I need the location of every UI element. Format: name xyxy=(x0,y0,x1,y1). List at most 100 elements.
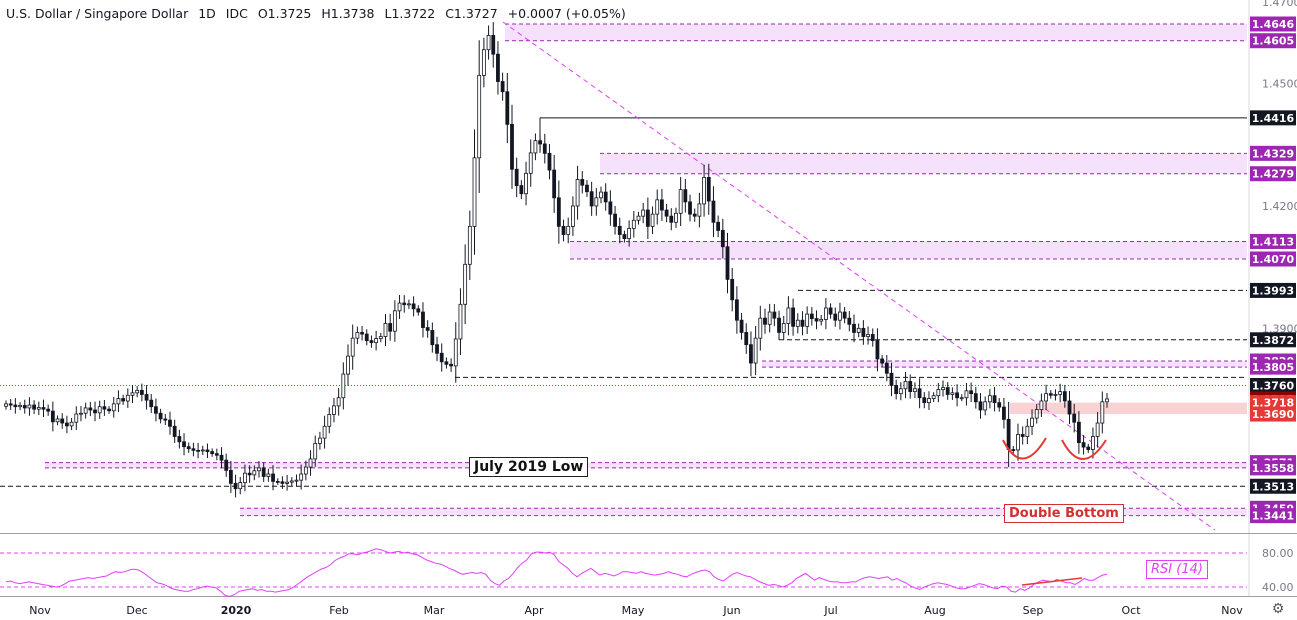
candle-body xyxy=(449,363,453,367)
rsi-indicator-label[interactable]: RSI (14) xyxy=(1146,560,1208,579)
candle-body xyxy=(753,337,758,364)
candle-body xyxy=(964,390,969,399)
candle xyxy=(60,413,65,429)
candle-body xyxy=(547,152,552,171)
candle xyxy=(299,464,304,490)
candle-body xyxy=(364,333,369,342)
candle-body xyxy=(444,361,449,365)
candle xyxy=(247,465,252,483)
candle-body xyxy=(430,330,435,346)
candle-body xyxy=(299,473,304,481)
candle xyxy=(50,401,55,432)
price-label-box xyxy=(1250,233,1296,249)
time-tick-label: Jun xyxy=(722,604,740,617)
time-tick-label: Dec xyxy=(126,604,147,617)
candle xyxy=(36,401,41,416)
candle xyxy=(786,296,791,336)
candle xyxy=(641,203,646,224)
candle xyxy=(542,133,547,164)
candle xyxy=(894,379,899,400)
candle xyxy=(716,215,721,238)
candle-body xyxy=(1025,425,1030,437)
candle xyxy=(46,404,51,416)
price-label-text: 1.4113 xyxy=(1252,235,1294,248)
candle xyxy=(819,314,824,326)
candle xyxy=(392,300,397,342)
candle-body xyxy=(622,234,627,240)
interval-label[interactable]: 1D xyxy=(198,6,216,21)
candle-body xyxy=(93,409,97,414)
candle xyxy=(575,165,580,220)
price-label-text: 1.3872 xyxy=(1252,334,1294,347)
candle-body xyxy=(55,418,60,423)
price-label-text: 1.4329 xyxy=(1252,147,1294,160)
candle xyxy=(936,383,941,403)
candle-body xyxy=(196,449,200,452)
candle-body xyxy=(332,405,336,415)
candle xyxy=(88,401,93,417)
candle xyxy=(688,194,692,222)
price-tick-label: 1.3900 xyxy=(1262,322,1297,335)
candle xyxy=(322,415,327,449)
candle xyxy=(772,304,777,327)
candle-body xyxy=(144,394,149,401)
rsi-tick-label: 40.00 xyxy=(1262,581,1294,594)
candle-body xyxy=(973,393,978,403)
candle-body xyxy=(378,336,383,339)
candle-body xyxy=(285,481,290,484)
candle-body xyxy=(149,399,154,408)
candle xyxy=(552,154,557,213)
candle xyxy=(1105,393,1109,408)
price-label-box xyxy=(1250,478,1296,494)
candle-body xyxy=(978,401,983,411)
time-tick-label: Mar xyxy=(424,604,445,617)
candle xyxy=(411,296,416,317)
candle-body xyxy=(1039,400,1044,410)
candle xyxy=(987,389,992,409)
candle xyxy=(758,305,763,351)
candle xyxy=(214,448,219,461)
candle-body xyxy=(927,398,931,404)
time-tick-label: Nov xyxy=(29,604,51,617)
candle xyxy=(1062,384,1067,408)
candle xyxy=(491,22,496,68)
price-label: 1.4070 xyxy=(1250,251,1296,267)
candle xyxy=(1058,383,1063,403)
candle-body xyxy=(631,219,636,229)
candle-body xyxy=(1044,393,1048,402)
settings-gear-icon[interactable]: ⚙ xyxy=(1271,601,1285,617)
candle xyxy=(1002,397,1006,429)
candle-body xyxy=(800,319,805,327)
price-label-text: 1.3760 xyxy=(1252,379,1295,392)
candle-body xyxy=(711,200,716,223)
candle-body xyxy=(997,402,1002,408)
price-label: 1.4279 xyxy=(1250,166,1296,182)
candle xyxy=(898,382,903,401)
candle xyxy=(289,477,294,487)
candle xyxy=(1030,409,1034,436)
candle xyxy=(599,186,603,204)
candle xyxy=(720,218,725,259)
candle xyxy=(102,399,107,416)
candle-body xyxy=(97,406,102,414)
candle xyxy=(271,465,275,491)
price-label: 1.3690 xyxy=(1250,406,1296,422)
candle xyxy=(763,308,767,334)
price-label-box xyxy=(1250,110,1296,126)
price-label-text: 1.4646 xyxy=(1252,18,1295,31)
candle-body xyxy=(608,201,613,215)
candle-body xyxy=(4,403,8,407)
candle xyxy=(1095,411,1100,448)
candle-body xyxy=(355,332,360,339)
candle-body xyxy=(959,397,964,400)
red-zone-fill xyxy=(1010,402,1247,415)
candle xyxy=(308,450,313,476)
candle-body xyxy=(767,311,772,325)
rsi-tick-label: 80.00 xyxy=(1262,547,1294,560)
candle-body xyxy=(1072,413,1077,423)
close-value: C1.3727 xyxy=(445,6,498,21)
candle-body xyxy=(641,209,646,217)
candle xyxy=(959,394,964,402)
candle xyxy=(83,402,88,419)
